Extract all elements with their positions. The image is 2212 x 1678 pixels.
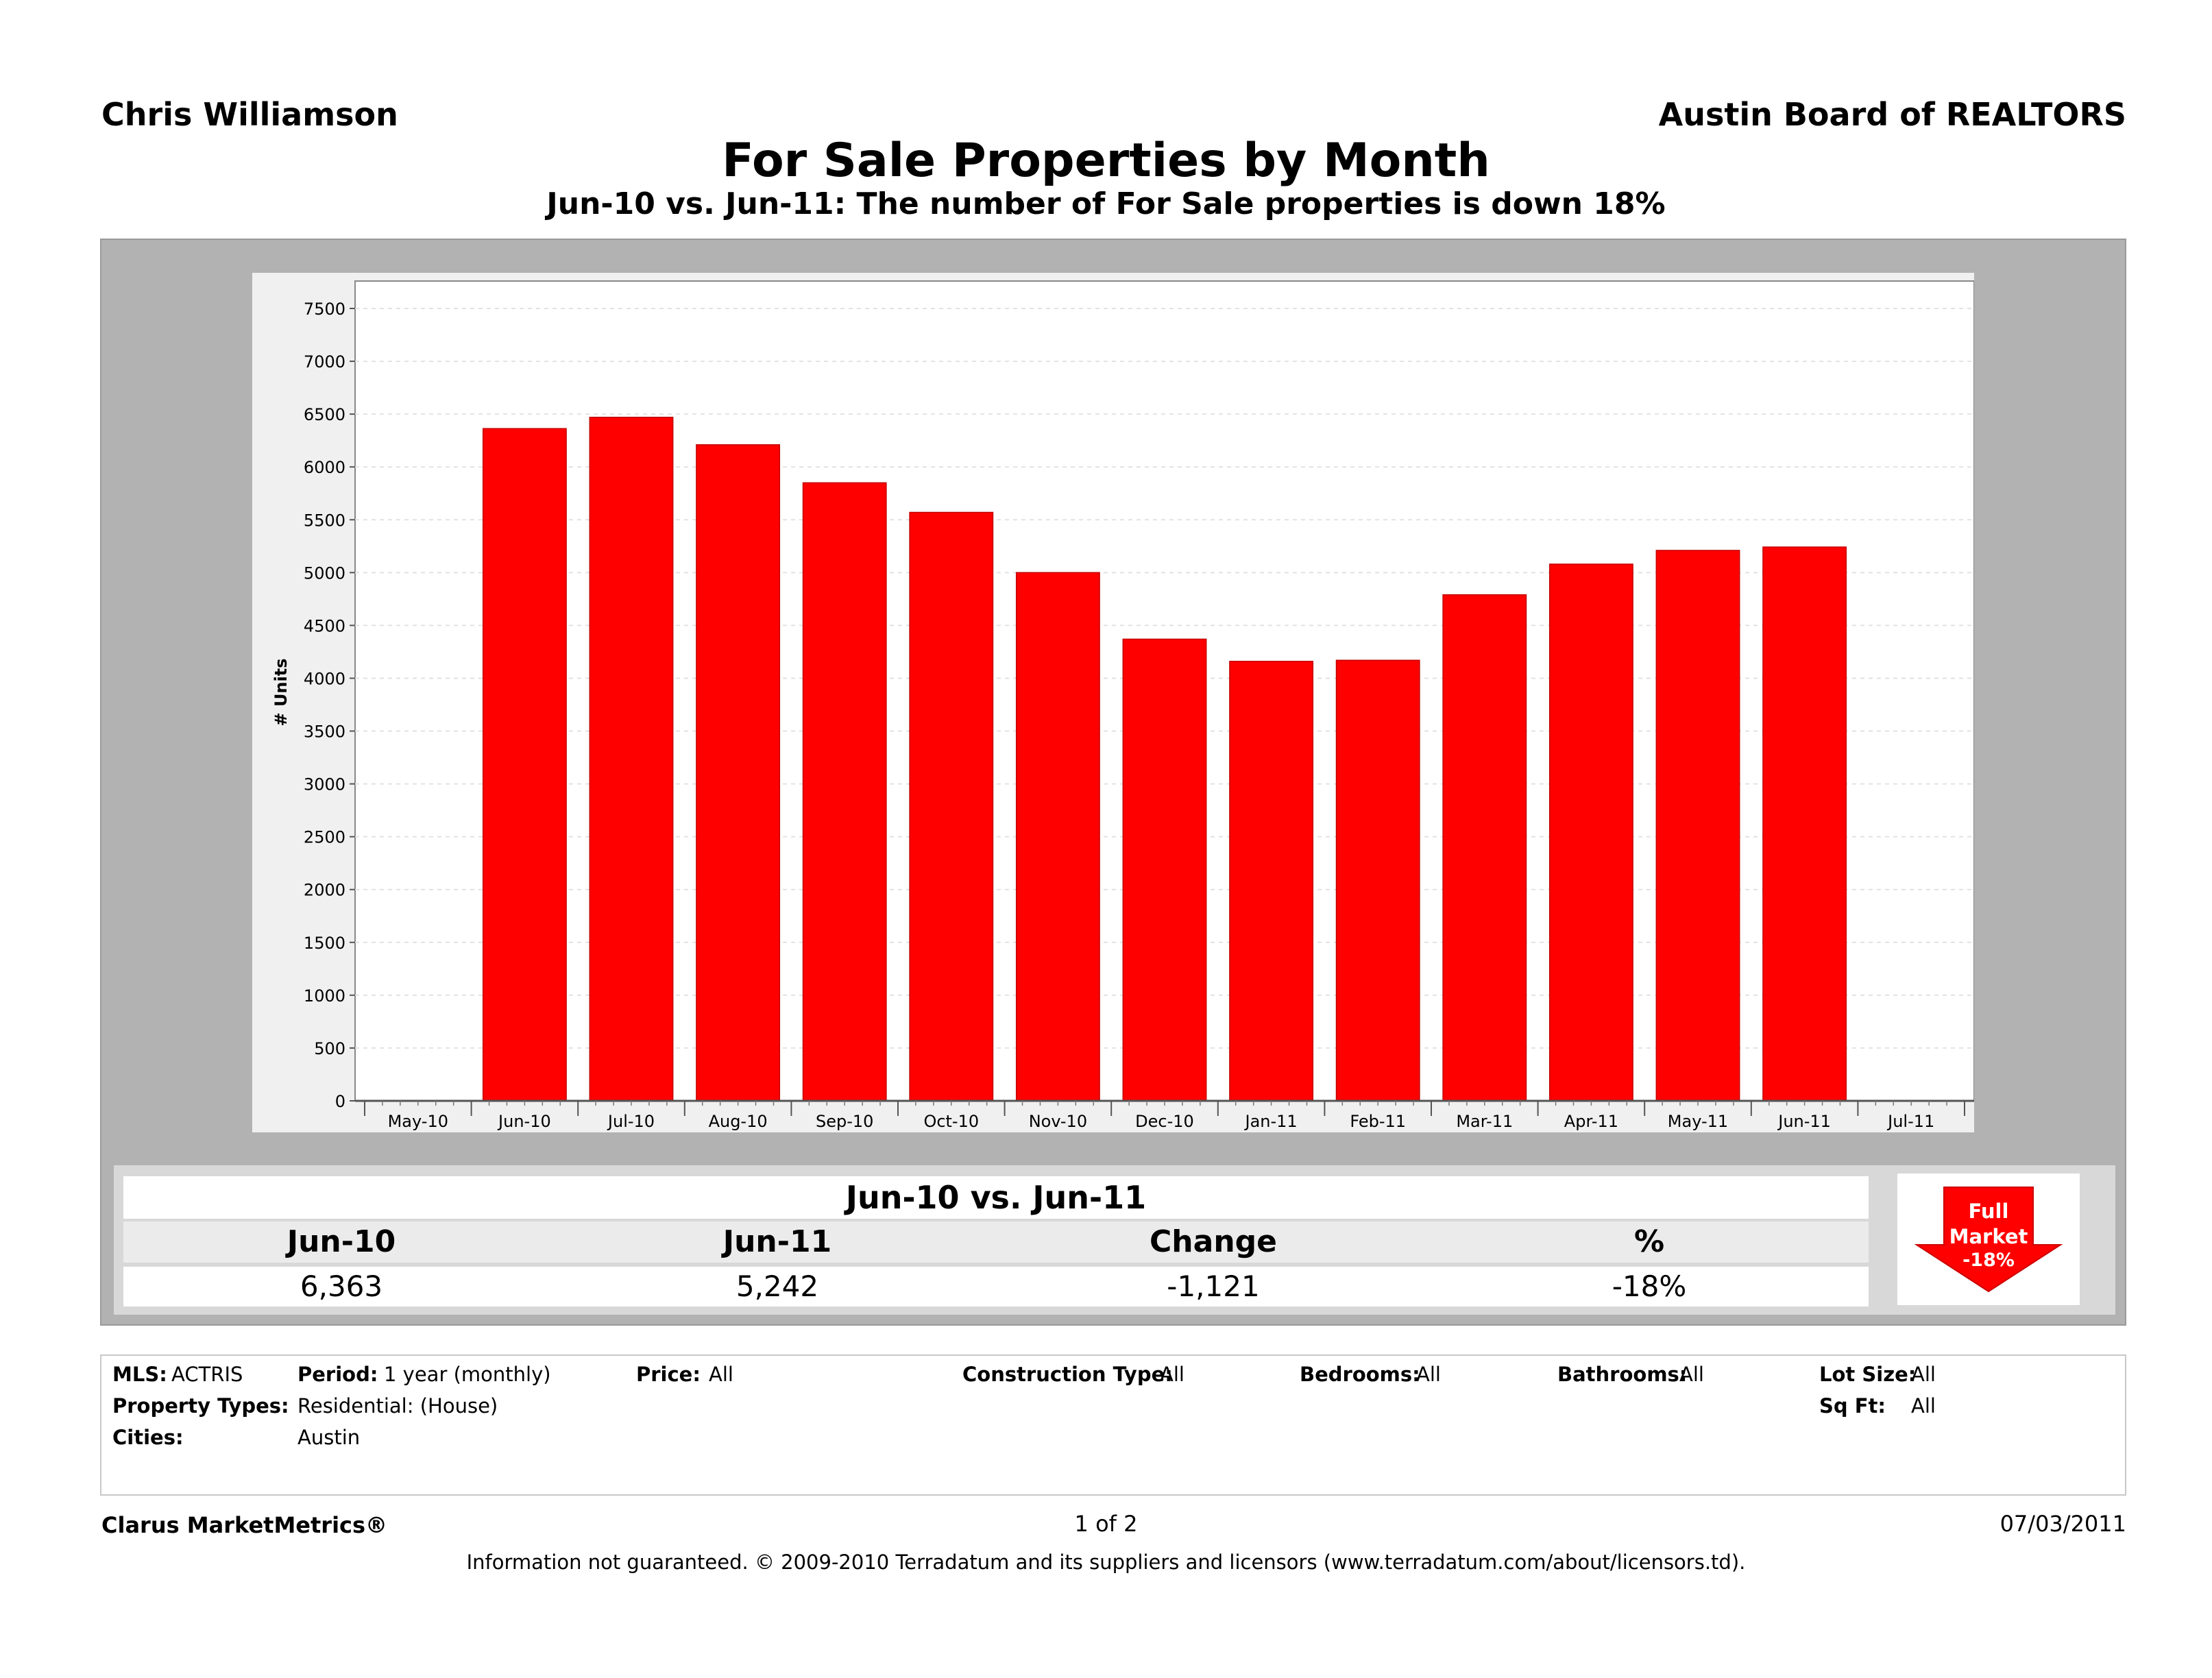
x-tick-label: Apr-11 (1564, 1112, 1618, 1131)
bar-sep-10 (802, 482, 887, 1102)
x-tick-label: May-11 (1668, 1112, 1728, 1131)
x-tick-label: Jul-11 (1886, 1112, 1934, 1131)
price-label: Price: (636, 1363, 701, 1386)
y-tick-label: 4000 (304, 669, 345, 688)
bar-jul-10 (589, 417, 674, 1102)
bathrooms-value: All (1679, 1363, 1704, 1386)
search-criteria: MLS: ACTRIS Period: 1 year (monthly) Pri… (100, 1354, 2126, 1496)
mls-value: ACTRIS (171, 1363, 243, 1386)
bar-dec-10 (1122, 638, 1207, 1102)
bar-mar-11 (1442, 594, 1527, 1102)
x-tick-label: Feb-11 (1350, 1112, 1406, 1131)
sqft-label: Sq Ft: (1819, 1394, 1886, 1418)
x-tick-label: Jan-11 (1243, 1112, 1297, 1131)
disclaimer: Information not guaranteed. © 2009-2010 … (466, 1551, 1746, 1574)
sqft-value: All (1911, 1394, 1936, 1418)
lot-size-label: Lot Size: (1819, 1363, 1917, 1386)
bar-jun-10 (482, 428, 567, 1102)
x-tick-label: Jul-10 (607, 1112, 655, 1131)
y-tick-label: 0 (335, 1092, 345, 1111)
bar-chart: 0 500 1000 1500 2000 2500 3000 3500 4000 4500 5000… (271, 280, 1974, 1131)
y-tick-label: 6000 (304, 458, 345, 477)
y-tick-label: 2500 (304, 828, 345, 847)
y-tick-label: 7000 (304, 352, 345, 372)
y-tick-label: 500 (314, 1039, 345, 1058)
period-label: Period: (297, 1363, 378, 1386)
badge-line2: Market (1949, 1225, 2028, 1248)
bar-oct-10 (909, 511, 994, 1102)
y-tick-label: 3000 (304, 775, 345, 794)
y-tick-label: 2000 (304, 881, 345, 900)
cities-value: Austin (297, 1426, 361, 1449)
summary-header-cell: Change (1150, 1224, 1277, 1259)
badge-line3: -18% (1962, 1250, 2015, 1271)
mls-label: MLS: (112, 1363, 167, 1386)
x-tick-label: Nov-10 (1029, 1112, 1087, 1131)
summary-value-row: 6,363 5,242 -1,121 -18% (123, 1267, 1869, 1306)
period-value: 1 year (monthly) (384, 1363, 551, 1386)
x-tick-label: Mar-11 (1456, 1112, 1513, 1131)
bar-nov-10 (1015, 572, 1100, 1102)
y-tick-label: 7500 (304, 300, 345, 319)
construction-value: All (1160, 1363, 1184, 1386)
bar-aug-10 (696, 444, 781, 1102)
chart-subtitle: Jun-10 vs. Jun-11: The number of For Sal… (546, 186, 1666, 221)
page-number: 1 of 2 (1074, 1511, 1138, 1537)
bar-may-11 (1655, 550, 1740, 1102)
summary-header-cell: Jun-11 (722, 1224, 832, 1259)
property-types-value: Residential: (House) (297, 1394, 498, 1418)
report-date: 07/03/2011 (2000, 1511, 2126, 1537)
summary-value-cell: -18% (1612, 1269, 1687, 1303)
bar-jun-11 (1762, 546, 1847, 1102)
summary-header-cell: Jun-10 (287, 1224, 396, 1259)
lot-size-value: All (1911, 1363, 1936, 1386)
bedrooms-value: All (1416, 1363, 1441, 1386)
y-tick-label: 5000 (304, 563, 345, 583)
x-tick-label: Aug-10 (709, 1112, 768, 1131)
board-name: Austin Board of REALTORS (1658, 96, 2126, 133)
summary-value-cell: 6,363 (300, 1269, 383, 1303)
summary-header-cell: % (1633, 1224, 1665, 1259)
bathrooms-label: Bathrooms: (1557, 1363, 1688, 1386)
x-tick-label: Sep-10 (816, 1112, 873, 1131)
bar-apr-11 (1548, 563, 1633, 1102)
bar-feb-11 (1335, 659, 1420, 1102)
full-market-badge: Full Market -18% (1897, 1174, 2080, 1305)
y-tick-label: 1500 (304, 934, 345, 953)
x-tick-label: Jun-10 (497, 1112, 551, 1131)
chart-title: For Sale Properties by Month (722, 134, 1490, 188)
price-value: All (709, 1363, 733, 1386)
down-arrow-icon: Full Market -18% (1914, 1187, 2063, 1293)
y-tick-label: 4500 (304, 616, 345, 635)
summary-title: Jun-10 vs. Jun-11 (123, 1176, 1869, 1219)
property-types-label: Property Types: (112, 1394, 289, 1418)
x-tick-label: Oct-10 (923, 1112, 979, 1131)
brand-name: Clarus MarketMetrics® (101, 1512, 388, 1538)
y-tick-label: 5500 (304, 511, 345, 530)
badge-line1: Full (1969, 1200, 2009, 1223)
y-tick-label: 1000 (304, 986, 345, 1006)
x-tick-label: Jun-11 (1777, 1112, 1831, 1131)
y-tick-label: 3500 (304, 722, 345, 742)
bar-jan-11 (1229, 661, 1314, 1102)
bedrooms-label: Bedrooms: (1300, 1363, 1420, 1386)
x-tick-label: Dec-10 (1135, 1112, 1194, 1131)
y-tick-label: 6500 (304, 405, 345, 424)
y-axis-label: # Units (271, 658, 291, 726)
summary-value-cell: 5,242 (736, 1269, 819, 1303)
summary-value-cell: -1,121 (1167, 1269, 1260, 1303)
cities-label: Cities: (112, 1426, 184, 1449)
agent-name: Chris Williamson (101, 96, 398, 133)
construction-label: Construction Type: (962, 1363, 1173, 1386)
x-tick-label: May-10 (388, 1112, 448, 1131)
summary-header-row: Jun-10 Jun-11 Change % (123, 1221, 1869, 1263)
